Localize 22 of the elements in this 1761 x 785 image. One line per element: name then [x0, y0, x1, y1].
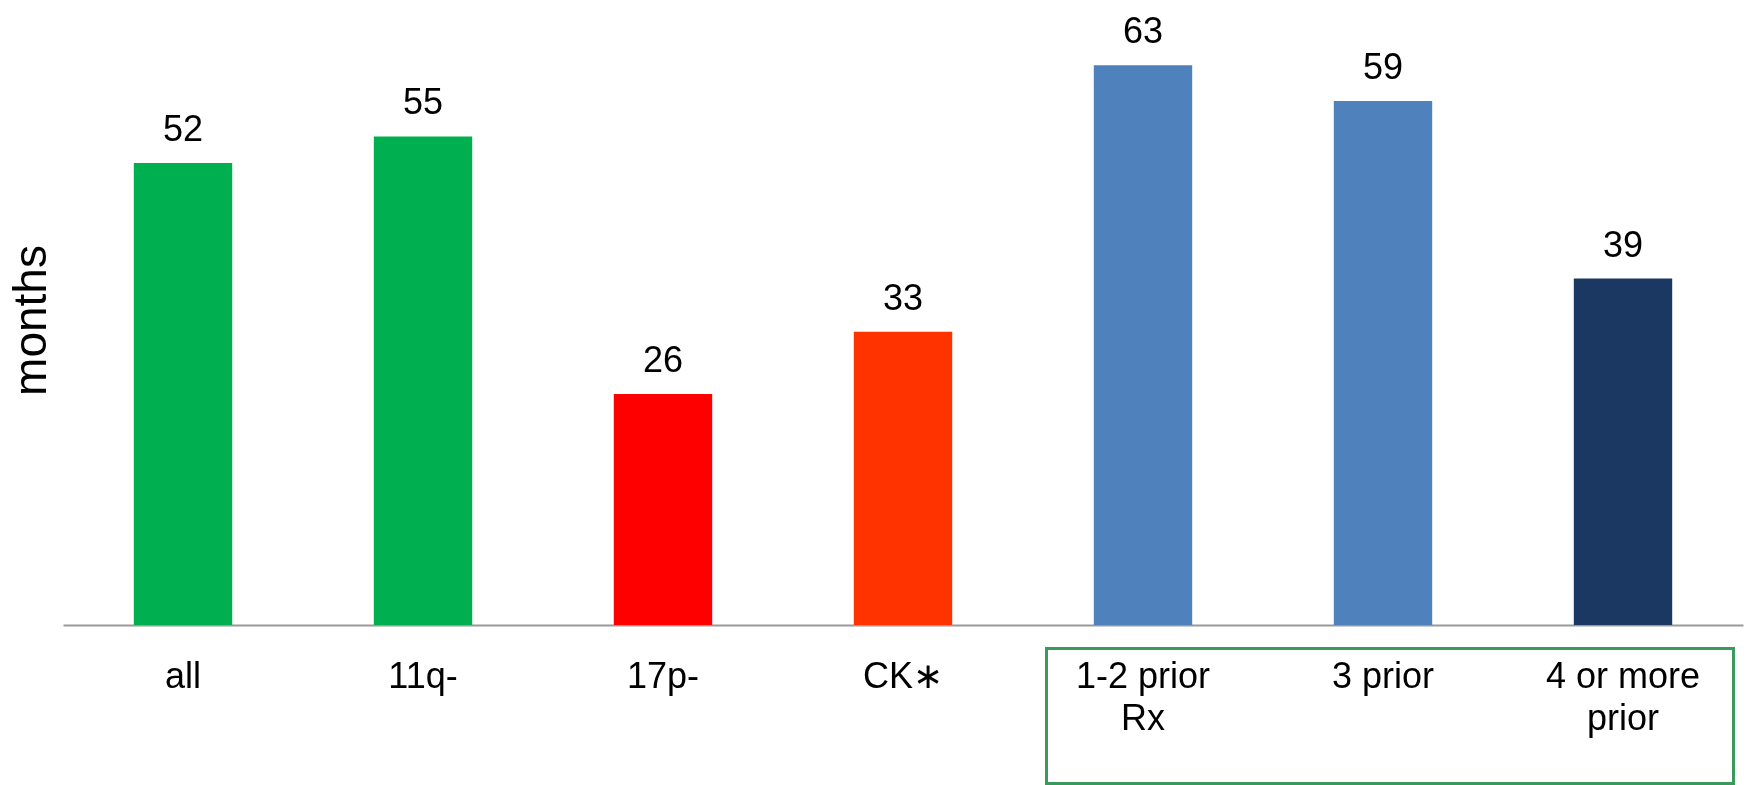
data-label: 55: [402, 81, 444, 123]
bar: [133, 163, 233, 625]
data-label: 39: [1602, 223, 1644, 265]
y-axis-title: months: [3, 245, 56, 396]
bar: [1333, 100, 1433, 625]
x-tick-label: 17p-: [626, 654, 700, 696]
data-label: 52: [162, 108, 204, 150]
x-tick-label: 3 prior: [1331, 654, 1435, 696]
bar: [853, 331, 953, 625]
data-label: 59: [1362, 45, 1404, 87]
x-tick-label: 4 or more prior: [1545, 654, 1701, 738]
bar: [1573, 278, 1673, 625]
x-tick-label: all: [164, 654, 202, 696]
bar: [613, 394, 713, 625]
data-label: 63: [1122, 10, 1164, 52]
x-tick-label: 1-2 prior Rx: [1075, 654, 1211, 738]
bar: [1093, 65, 1193, 625]
x-tick-label: 11q-: [388, 654, 458, 696]
bar: [373, 136, 473, 625]
data-label: 26: [642, 339, 684, 381]
data-label: 33: [882, 276, 924, 318]
x-tick-label: CK∗: [862, 654, 944, 696]
